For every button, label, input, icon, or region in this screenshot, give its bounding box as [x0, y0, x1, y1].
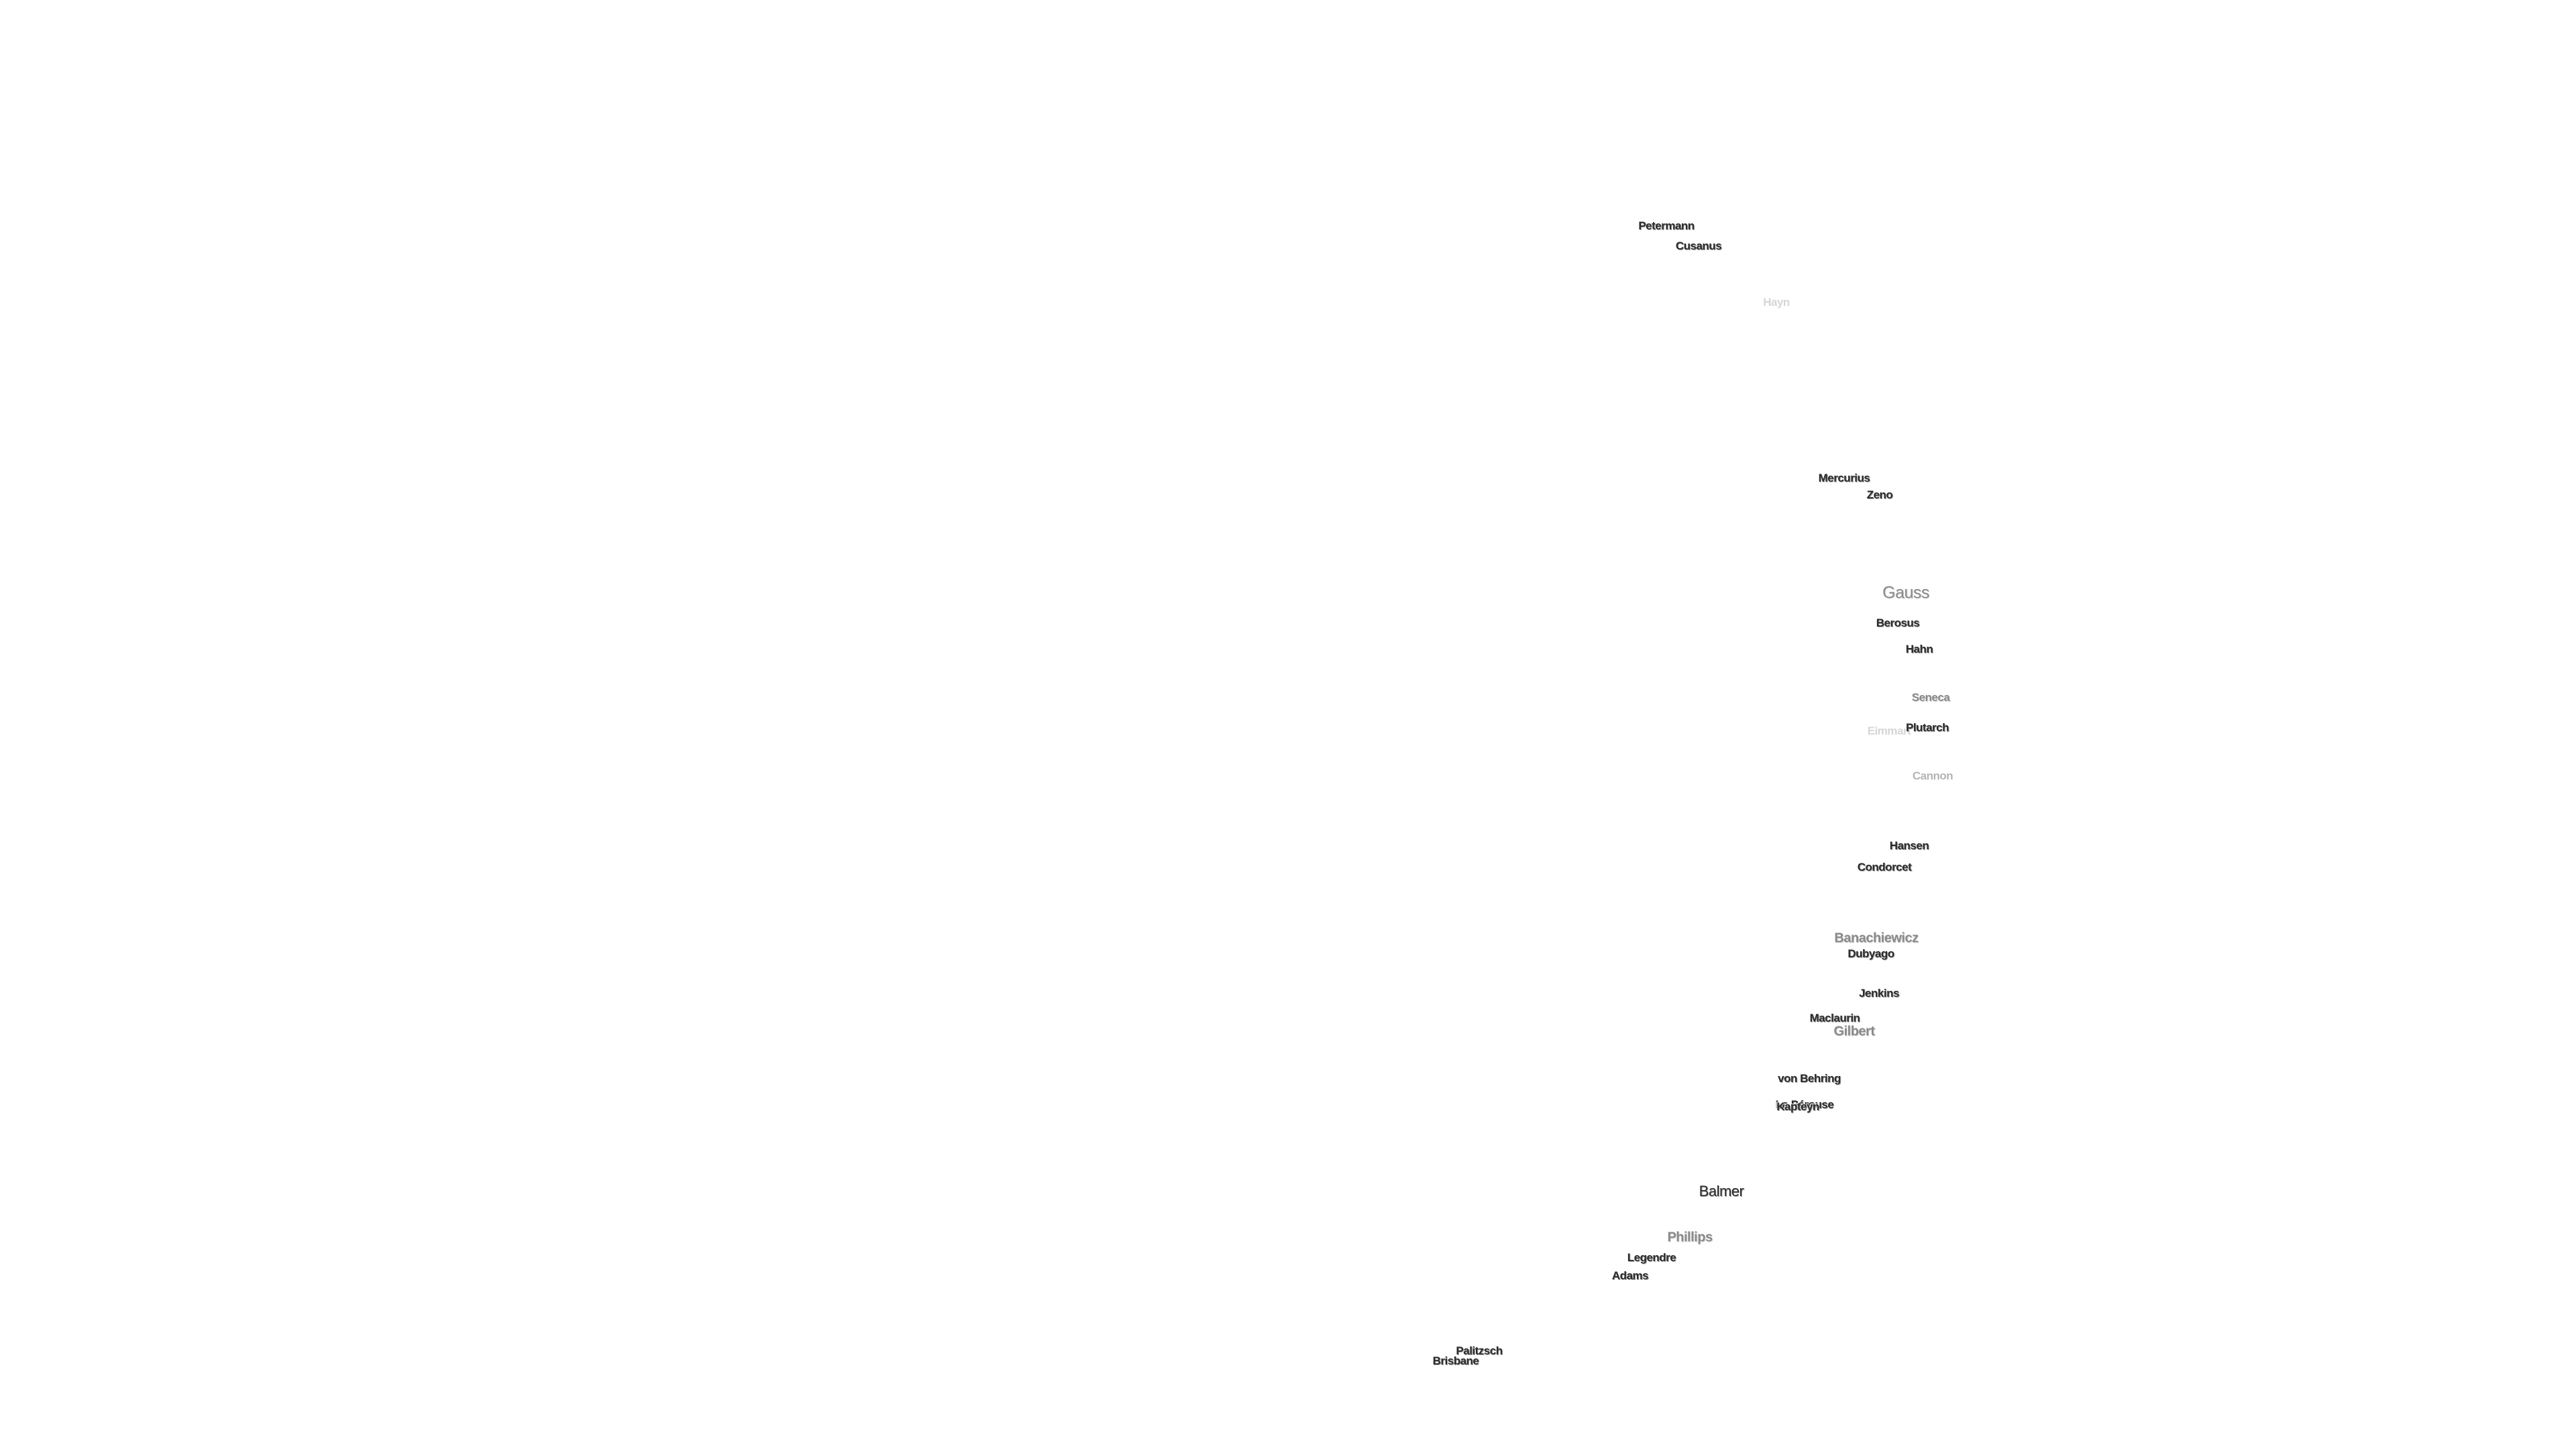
crater-label[interactable]: Legendre	[1627, 1251, 1676, 1264]
crater-label[interactable]: Hansen	[1889, 839, 1929, 852]
crater-label[interactable]: von Behring	[1778, 1072, 1841, 1085]
crater-label[interactable]: Gauss	[1882, 583, 1929, 602]
crater-label[interactable]: Kapteyn	[1776, 1100, 1819, 1113]
crater-label[interactable]: Gilbert	[1833, 1024, 1875, 1039]
crater-label[interactable]: Jenkins	[1859, 987, 1899, 1000]
crater-label[interactable]: Petermann	[1638, 219, 1695, 232]
crater-label[interactable]: Condorcet	[1857, 861, 1912, 873]
crater-label[interactable]: Hahn	[1905, 643, 1933, 655]
crater-label[interactable]: Palitzsch	[1456, 1344, 1503, 1357]
crater-label[interactable]: Balmer	[1699, 1183, 1744, 1199]
crater-label[interactable]: La Pérouse	[1775, 1098, 1834, 1111]
crater-label[interactable]: Cusanus	[1675, 239, 1722, 252]
crater-label[interactable]: Mercurius	[1818, 472, 1870, 484]
crater-label[interactable]: Plutarch	[1905, 721, 1949, 734]
crater-label[interactable]: Dubyago	[1847, 947, 1894, 960]
crater-label[interactable]: Brisbane	[1432, 1354, 1479, 1367]
crater-label[interactable]: Berosus	[1876, 616, 1920, 629]
crater-label[interactable]: Adams	[1611, 1269, 1649, 1282]
crater-label[interactable]: Cannon	[1912, 769, 1953, 782]
crater-label[interactable]: Maclaurin	[1809, 1012, 1860, 1024]
crater-label[interactable]: Eimmart	[1867, 724, 1911, 737]
crater-label[interactable]: Hayn	[1763, 296, 1790, 309]
crater-label[interactable]: Banachiewicz	[1834, 930, 1919, 946]
crater-label[interactable]: Seneca	[1911, 691, 1950, 704]
crater-label[interactable]: Zeno	[1866, 488, 1893, 501]
crater-label[interactable]: Phillips	[1667, 1230, 1713, 1245]
